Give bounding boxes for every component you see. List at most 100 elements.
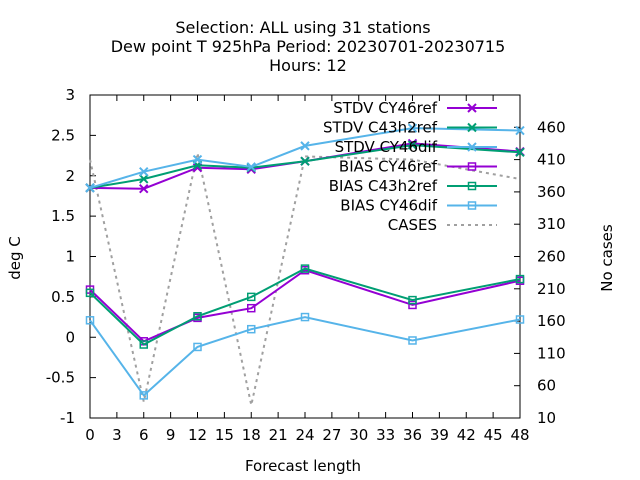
x-tick-label: 45 xyxy=(484,426,503,444)
data-point xyxy=(408,300,417,310)
y-tick-label: 1 xyxy=(65,248,75,266)
y2-tick-label: 460 xyxy=(537,118,566,136)
legend-swatch-marker xyxy=(467,181,477,191)
data-point xyxy=(139,183,149,194)
y2-tick-label: 60 xyxy=(537,377,556,395)
data-point xyxy=(247,324,256,334)
x-tick-label: 6 xyxy=(139,426,149,444)
data-point xyxy=(139,340,148,349)
data-point xyxy=(300,141,310,151)
legend-swatch-marker xyxy=(467,103,477,113)
data-point xyxy=(85,288,95,298)
x-tick-label: 33 xyxy=(376,426,395,444)
data-point xyxy=(139,174,149,184)
y2-tick-label: 110 xyxy=(537,344,566,362)
series-line xyxy=(89,127,521,189)
y-tick-label: 0 xyxy=(65,328,75,346)
y-tick-label: -1 xyxy=(60,409,75,427)
data-point xyxy=(407,140,418,150)
axis-ticks: 0 3 6 9 12 15 18 21 24 27 30 33 36 39 42 45 48-1-0.500.5… xyxy=(46,86,566,444)
x-tick-label: 24 xyxy=(295,426,314,444)
data-point xyxy=(515,274,525,284)
x-tick-label: 48 xyxy=(510,426,529,444)
y-tick-label: 2 xyxy=(65,167,75,185)
x-tick-label: 15 xyxy=(215,426,234,444)
x-tick-label: 30 xyxy=(349,426,368,444)
y2-tick-label: 410 xyxy=(537,151,566,169)
data-point xyxy=(246,162,256,172)
legend-swatch-marker xyxy=(467,142,477,152)
y-tick-label: 2.5 xyxy=(51,126,75,144)
data-point xyxy=(139,391,148,400)
x-tick-label: 0 xyxy=(85,426,95,444)
legend-label: STDV C43h2ref xyxy=(323,119,438,137)
x-tick-label: 42 xyxy=(457,426,476,444)
series-line xyxy=(89,316,521,397)
data-point xyxy=(193,312,202,321)
series-bias-cy46dif xyxy=(85,312,525,400)
y2-tick-label: 210 xyxy=(537,280,566,298)
data-point xyxy=(515,147,525,158)
y-tick-label: 0.5 xyxy=(51,288,75,306)
series-stdv-cy46dif xyxy=(85,123,525,193)
legend-label: BIAS C43h2ref xyxy=(329,177,438,195)
legend-swatch-marker xyxy=(467,201,477,210)
x-tick-label: 12 xyxy=(188,426,207,444)
data-point xyxy=(300,156,310,166)
legend-label: BIAS CY46ref xyxy=(339,158,438,176)
x-tick-label: 39 xyxy=(430,426,449,444)
y2-tick-label: 360 xyxy=(537,183,566,201)
x-axis-label: Forecast length xyxy=(245,457,361,475)
chart-title: Selection: ALL using 31 stations Dew poi… xyxy=(111,18,506,75)
x-tick-label: 9 xyxy=(166,426,176,444)
data-point xyxy=(515,125,525,136)
series-line xyxy=(89,269,521,343)
data-point xyxy=(139,167,149,177)
series-cases xyxy=(89,152,521,406)
y-tick-label: -0.5 xyxy=(46,369,75,387)
y2-tick-label: 310 xyxy=(537,215,566,233)
legend-label: CASES xyxy=(388,216,437,234)
y-tick-label: 3 xyxy=(65,86,75,104)
data-point xyxy=(193,342,202,352)
chart-title-line-3: Hours: 12 xyxy=(269,56,347,75)
chart-title-line-2: Dew point T 925hPa Period: 20230701-2023… xyxy=(111,37,506,56)
y2-tick-label: 260 xyxy=(537,248,566,266)
x-tick-label: 36 xyxy=(403,426,422,444)
series-bias-c43h2ref xyxy=(85,264,525,349)
data-point xyxy=(85,183,95,193)
data-point xyxy=(247,292,256,302)
data-point xyxy=(192,154,203,165)
y-tick-label: 1.5 xyxy=(51,207,75,225)
x-tick-label: 18 xyxy=(242,426,261,444)
x-tick-label: 27 xyxy=(322,426,341,444)
y2-tick-label: 160 xyxy=(537,312,566,330)
series-group xyxy=(85,123,525,406)
y2-axis-label: No cases xyxy=(598,224,616,292)
series-line xyxy=(89,267,521,346)
legend-label: BIAS CY46dif xyxy=(340,197,437,215)
data-point xyxy=(247,303,256,313)
data-point xyxy=(300,264,310,273)
y-axis-label: deg C xyxy=(6,236,24,280)
legend-label: STDV CY46ref xyxy=(333,99,438,117)
legend-swatch-marker xyxy=(467,162,477,171)
chart-title-line-1: Selection: ALL using 31 stations xyxy=(175,18,430,37)
legend-label: STDV CY46dif xyxy=(335,138,438,156)
x-tick-label: 3 xyxy=(112,426,122,444)
data-point xyxy=(407,123,418,133)
legend-swatch-marker xyxy=(467,122,477,133)
series-line xyxy=(89,152,521,406)
data-point xyxy=(85,316,95,325)
data-point xyxy=(300,312,310,322)
series-bias-cy46ref xyxy=(85,265,525,346)
data-point xyxy=(408,336,417,345)
data-point xyxy=(515,315,525,324)
data-point xyxy=(408,295,417,305)
y2-tick-label: 10 xyxy=(537,409,556,427)
plot-frame xyxy=(89,94,521,419)
x-tick-label: 21 xyxy=(269,426,288,444)
